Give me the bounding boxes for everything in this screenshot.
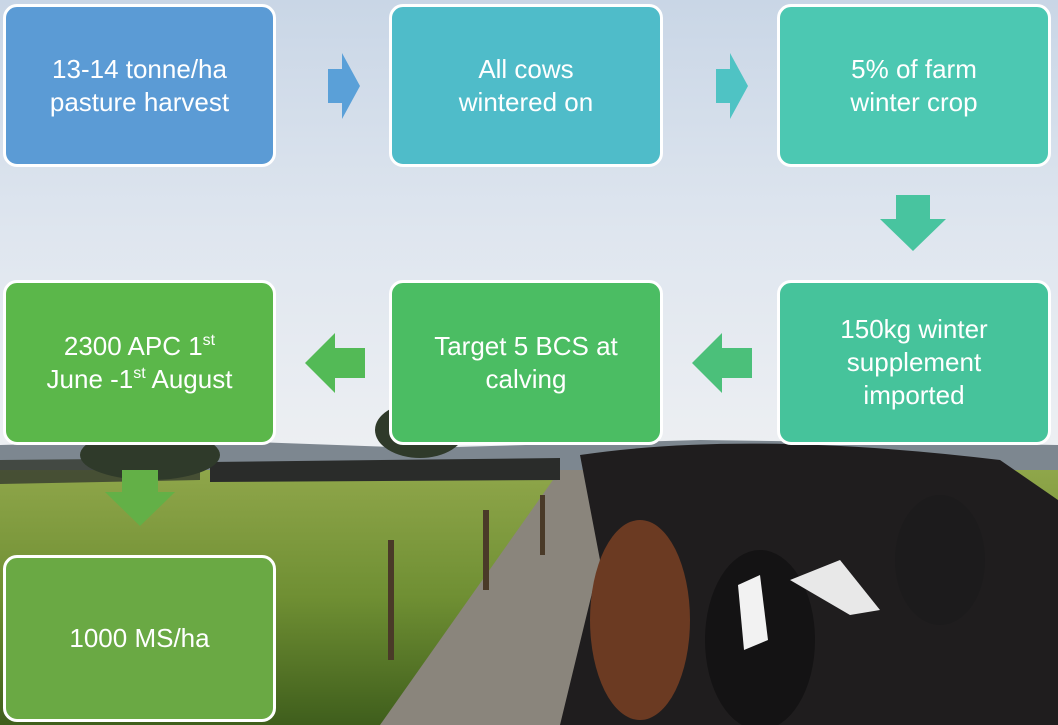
- flow-node: All cows wintered on: [389, 4, 663, 167]
- flow-node: Target 5 BCS at calving: [389, 280, 663, 445]
- arrow-right: [716, 53, 748, 119]
- superscript: st: [133, 364, 146, 382]
- node-label: All cows: [478, 53, 574, 84]
- flow-node: 5% of farm winter crop: [777, 4, 1051, 167]
- node-label: June -1st August: [47, 363, 233, 396]
- superscript: st: [202, 331, 216, 349]
- flow-node: 1000 MS/ha: [3, 555, 276, 722]
- arrow-right: [328, 53, 360, 119]
- node-label: 13-14 tonne/ha: [52, 53, 227, 84]
- node-label: pasture harvest: [49, 86, 230, 117]
- node-label: 5% of farm: [851, 53, 977, 84]
- arrow-down: [105, 470, 175, 526]
- label-text: June -1: [46, 363, 134, 394]
- node-label: wintered on: [458, 86, 594, 117]
- arrow-left: [305, 333, 365, 393]
- node-label: 2300 APC 1st: [64, 330, 215, 363]
- node-label: supplement: [846, 347, 982, 377]
- arrow-down: [880, 195, 946, 251]
- label-text: August: [145, 363, 233, 394]
- arrow-left: [692, 333, 752, 393]
- node-label: winter crop: [850, 86, 978, 117]
- flow-node: 150kg winter supplement imported: [777, 280, 1051, 445]
- flow-node: 2300 APC 1st June -1st August: [3, 280, 276, 445]
- node-label: calving: [485, 363, 567, 394]
- node-label: Target 5 BCS at: [434, 330, 618, 361]
- label-text: 2300 APC 1: [63, 330, 203, 361]
- node-label: 150kg winter: [840, 314, 988, 344]
- node-label: imported: [863, 380, 965, 410]
- flow-node: 13-14 tonne/ha pasture harvest: [3, 4, 276, 167]
- node-label: 1000 MS/ha: [69, 623, 210, 653]
